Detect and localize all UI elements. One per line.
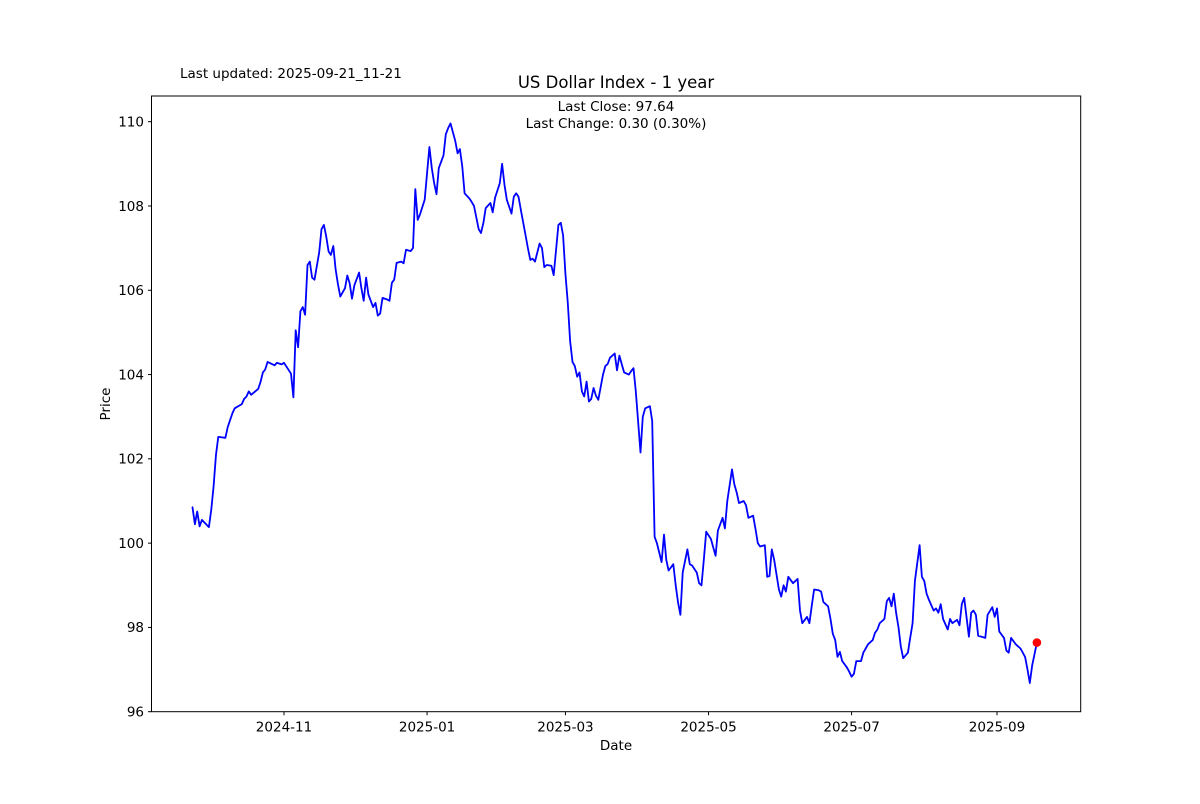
x-tick-label: 2025-09 <box>969 720 1025 736</box>
subtitle-last-change: Last Change: 0.30 (0.30%) <box>526 116 707 132</box>
x-tick-label: 2025-05 <box>680 720 736 736</box>
x-tick-label: 2025-01 <box>399 720 455 736</box>
last-price-marker <box>1032 638 1042 647</box>
last-updated-annotation: Last updated: 2025-09-21_11-21 <box>180 66 402 82</box>
y-tick-label: 104 <box>118 367 144 383</box>
x-axis-label: Date <box>600 738 632 754</box>
y-tick-label: 102 <box>118 452 144 468</box>
y-tick-label: 108 <box>118 199 144 215</box>
y-tick-label: 110 <box>118 114 144 130</box>
y-tick-label: 98 <box>127 620 144 636</box>
x-tick-label: 2025-07 <box>823 720 879 736</box>
y-tick-label: 100 <box>118 536 144 552</box>
y-axis-ticks: 96 98 100 102 104 106 108 110 <box>118 114 152 721</box>
x-axis-ticks: 2024-11 2025-01 2025-03 2025-05 2025-07 2025-… <box>256 711 1025 736</box>
subtitle-last-close: Last Close: 97.64 <box>558 99 675 115</box>
x-tick-label: 2025-03 <box>537 720 593 736</box>
chart-title: US Dollar Index - 1 year <box>518 73 715 92</box>
y-axis-label: Price <box>98 388 114 421</box>
y-tick-label: 96 <box>127 705 144 721</box>
y-tick-label: 106 <box>118 283 144 299</box>
x-tick-label: 2024-11 <box>256 720 312 736</box>
axes-box <box>151 95 1082 713</box>
price-line-series <box>191 122 1038 684</box>
